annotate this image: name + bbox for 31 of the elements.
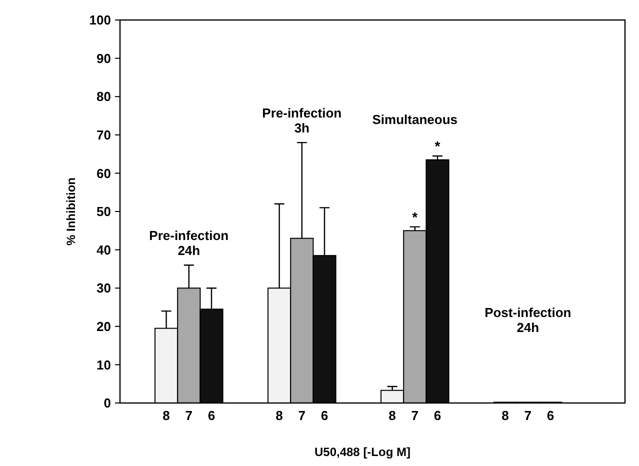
y-tick-label: 0 xyxy=(104,396,111,411)
annotation: Pre-infection 24h xyxy=(149,228,229,258)
y-tick-label: 80 xyxy=(96,89,111,104)
y-tick-label: 50 xyxy=(96,204,111,220)
x-tick-label: 8 xyxy=(502,408,509,423)
x-tick-label: 8 xyxy=(276,408,283,423)
y-tick-label: 20 xyxy=(96,318,111,334)
x-tick-label: 7 xyxy=(298,408,306,423)
x-tick-label: 7 xyxy=(524,408,532,423)
annotation: * xyxy=(434,138,441,154)
y-tick-label: 10 xyxy=(96,357,111,372)
annotation: Post-infection 24h xyxy=(484,305,572,336)
y-axis-title: % Inhibition xyxy=(64,178,78,246)
x-tick-label: 8 xyxy=(162,408,170,423)
x-tick-label: 6 xyxy=(320,408,328,423)
y-tick-label: 30 xyxy=(96,280,111,296)
x-tick-label: 8 xyxy=(388,408,396,423)
annotation: * xyxy=(412,208,418,225)
x-tick-label: 7 xyxy=(185,408,193,423)
x-tick-label: 6 xyxy=(208,408,216,423)
y-tick-label: 40 xyxy=(96,242,111,258)
y-tick-label: 100 xyxy=(89,12,111,28)
x-tick-label: 6 xyxy=(434,408,442,423)
y-tick-label: 90 xyxy=(96,50,111,66)
annotation: Simultaneous xyxy=(372,112,458,127)
x-tick-label: 6 xyxy=(546,408,554,423)
annotation: Pre-infection 3h xyxy=(262,106,342,136)
x-axis-title: U50,488 [-Log M] xyxy=(314,445,411,459)
y-tick-label: 60 xyxy=(96,166,111,181)
y-tick-label: 70 xyxy=(96,127,111,142)
x-tick-label: 7 xyxy=(411,408,419,423)
